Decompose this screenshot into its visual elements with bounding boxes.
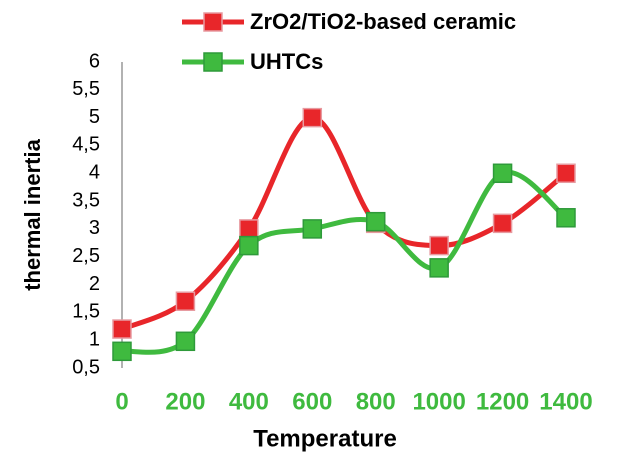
x-tick-label: 1000 xyxy=(412,388,465,415)
y-tick-label: 1 xyxy=(89,328,100,350)
x-tick-label: 1200 xyxy=(476,388,529,415)
x-tick-label: 600 xyxy=(292,388,332,415)
point-marker xyxy=(492,213,513,234)
y-tick-label: 2 xyxy=(89,273,100,295)
legend-marker xyxy=(203,52,223,72)
point-marker xyxy=(112,341,132,362)
y-tick-label: 6 xyxy=(89,50,100,72)
y-tick-label: 4,5 xyxy=(72,134,100,156)
y-tick-label: 1,5 xyxy=(72,301,100,323)
legend-marker xyxy=(203,12,223,32)
point-marker xyxy=(556,208,576,228)
x-tick-label: 0 xyxy=(115,388,128,415)
point-marker xyxy=(175,291,196,311)
x-tick-label: 200 xyxy=(165,388,205,415)
point-marker xyxy=(112,319,132,339)
x-axis-title: Temperature xyxy=(253,425,397,452)
y-tick-label: 0,5 xyxy=(72,356,100,378)
y-tick-label: 3 xyxy=(89,217,100,239)
x-tick-label: 800 xyxy=(356,388,396,415)
y-tick-label: 5,5 xyxy=(72,78,100,100)
point-marker xyxy=(429,258,449,278)
point-marker xyxy=(239,219,259,239)
legend-label: ZrO2/TiO2-based ceramic xyxy=(250,9,516,34)
y-tick-label: 2,5 xyxy=(72,245,100,267)
point-marker xyxy=(365,211,386,232)
y-tick-label: 5 xyxy=(89,106,100,128)
x-tick-label: 400 xyxy=(229,388,269,415)
point-marker xyxy=(429,235,449,256)
point-marker xyxy=(556,163,576,184)
point-marker xyxy=(492,163,513,184)
point-marker xyxy=(302,107,323,128)
point-marker xyxy=(239,235,259,256)
legend-label: UHTCs xyxy=(250,49,323,74)
y-tick-label: 3,5 xyxy=(72,189,100,211)
series-line xyxy=(121,169,568,355)
point-marker xyxy=(302,219,323,239)
y-axis-title: thermal inertia xyxy=(20,138,45,290)
point-marker xyxy=(175,331,196,352)
x-tick-label: 1400 xyxy=(539,388,592,415)
y-tick-label: 4 xyxy=(89,162,100,184)
